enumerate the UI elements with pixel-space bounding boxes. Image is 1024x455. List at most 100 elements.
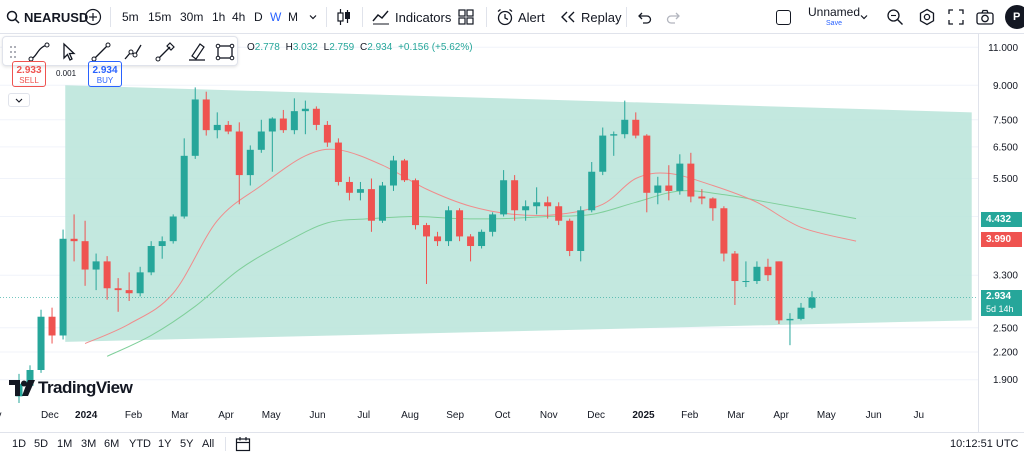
candle-body [37, 316, 45, 370]
layout-dropdown[interactable] [859, 0, 869, 34]
range-6m[interactable]: 6M [104, 438, 120, 450]
timeframe-m[interactable]: M [288, 10, 298, 24]
fullscreen-button[interactable] [948, 0, 964, 34]
candle [698, 189, 706, 205]
drag-handle-icon[interactable] [9, 45, 17, 59]
moving-average-fast [84, 148, 857, 344]
undo-button[interactable] [636, 0, 652, 34]
time-axis[interactable]: Nov Dec 2024 Feb Mar Apr May Jun Jul Aug Sep Oct Nov… [0, 410, 924, 421]
range-5d[interactable]: 5D [34, 438, 49, 450]
x-tick-label: Feb [125, 410, 143, 421]
avatar-letter: P [1013, 11, 1021, 23]
timeframe-d[interactable]: D [254, 10, 263, 24]
candle-body [566, 220, 574, 252]
highlighter-icon[interactable] [185, 40, 209, 64]
candle [378, 181, 386, 223]
layout-checkbox[interactable] [776, 9, 791, 25]
candle [676, 154, 684, 195]
layout-name[interactable]: Unnamed Save [804, 0, 864, 34]
candle [445, 206, 453, 247]
candle [147, 241, 155, 276]
range-1d[interactable]: 1D [12, 438, 27, 450]
candle [224, 121, 232, 135]
ohlc-close-value: 2.934 [367, 42, 393, 53]
range-ytd[interactable]: YTD [129, 438, 151, 450]
collapse-legend-button[interactable] [8, 93, 30, 107]
candle [467, 234, 475, 262]
candle-body [610, 134, 618, 136]
candle-body [412, 180, 419, 226]
range-3m[interactable]: 3M [81, 438, 97, 450]
range-5y[interactable]: 5Y [180, 438, 194, 450]
rectangle-icon[interactable] [213, 40, 237, 64]
candle [389, 155, 397, 191]
ohlc-high-value: 3.032 [292, 42, 318, 53]
last-price-label: 2.934 5d 14h [981, 289, 1022, 316]
brush-icon[interactable] [153, 40, 177, 64]
candle-body [742, 281, 750, 283]
price-chart[interactable]: 11.0009.0007.5006.5005.5004.5003.3002.50… [0, 34, 1024, 432]
timeframe-5m[interactable]: 5m [122, 10, 139, 24]
compare-button[interactable] [84, 0, 102, 34]
ohlc-legend: O2.778 H3.032 L2.759 C2.934 +0.156 (+5.6… [247, 42, 473, 53]
candle [808, 291, 816, 310]
clock-display[interactable]: 10:12:51 UTC [950, 438, 1019, 450]
candle-body [731, 253, 739, 282]
x-tick-label: Apr [218, 410, 234, 421]
x-tick-label: Mar [727, 410, 745, 421]
alert-button[interactable]: Alert [496, 0, 545, 34]
sell-price: 2.933 [16, 65, 42, 76]
path-icon[interactable] [121, 40, 145, 64]
candle-body [158, 241, 166, 247]
timeframe-15m[interactable]: 15m [148, 10, 172, 24]
replay-button[interactable]: Replay [560, 0, 621, 34]
candle-body [764, 266, 772, 276]
layout-select[interactable] [776, 0, 791, 34]
redo-button[interactable] [666, 0, 682, 34]
layouts-button[interactable] [458, 0, 474, 34]
timeframe-w[interactable]: W [270, 10, 282, 24]
candle-body [345, 181, 353, 193]
x-tick-label: Aug [401, 410, 419, 421]
cursor-icon[interactable] [57, 40, 81, 64]
chart-type-button[interactable] [336, 0, 352, 34]
timeframe-dropdown[interactable] [308, 0, 318, 34]
sell-button[interactable]: 2.933 SELL [12, 61, 46, 87]
candle [158, 236, 166, 259]
candle-body [268, 118, 276, 132]
indicators-label: Indicators [395, 9, 452, 25]
range-all[interactable]: All [202, 438, 215, 450]
chevron-down-icon [309, 15, 317, 20]
ma-fast-price-text: 3.990 [986, 233, 1012, 245]
buy-button[interactable]: 2.934 BUY [88, 61, 122, 87]
timeframe-4h[interactable]: 4h [232, 10, 246, 24]
timeframe-1h[interactable]: 1h [212, 10, 226, 24]
range-1y[interactable]: 1Y [158, 438, 172, 450]
candle-body [797, 307, 805, 319]
candle-body [555, 206, 563, 221]
candle [70, 214, 78, 262]
indicators-button[interactable]: Indicators [372, 0, 451, 34]
settings-button[interactable] [918, 0, 936, 34]
trend-curve-icon[interactable] [27, 40, 51, 64]
x-tick-label: 2025 [632, 410, 655, 421]
symbol-search[interactable]: NEARUSD [6, 0, 88, 34]
calendar-icon [235, 437, 251, 452]
candle-body [808, 297, 816, 308]
user-avatar[interactable]: P [1005, 0, 1024, 34]
quick-search-button[interactable] [886, 0, 904, 34]
channel-drawing[interactable] [65, 85, 972, 342]
candle [235, 122, 243, 205]
candle [478, 229, 486, 249]
timeframe-30m[interactable]: 30m [180, 10, 204, 24]
range-1m[interactable]: 1M [57, 438, 73, 450]
candle-body [643, 135, 651, 193]
chevron-down-icon [15, 98, 23, 103]
snapshot-button[interactable] [976, 0, 994, 34]
candle-body [147, 246, 155, 273]
ohlc-close-label: C [360, 42, 368, 53]
y-tick-label: 2.200 [993, 347, 1018, 358]
candle-body [665, 185, 673, 191]
y-tick-label: 9.000 [993, 81, 1018, 92]
go-to-date-button[interactable] [235, 433, 251, 455]
